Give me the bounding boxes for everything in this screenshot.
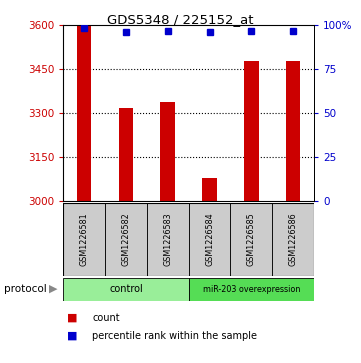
Text: ■: ■ [67,331,77,341]
Text: count: count [92,313,120,323]
Text: GSM1226583: GSM1226583 [163,213,172,266]
Bar [202,178,217,201]
Bar [147,203,188,276]
Text: ■: ■ [67,313,77,323]
Text: GSM1226584: GSM1226584 [205,213,214,266]
Bar [118,107,133,201]
Bar [63,203,105,276]
Text: GSM1226582: GSM1226582 [121,213,130,266]
Bar [188,278,314,301]
Text: GSM1226586: GSM1226586 [289,213,298,266]
Text: percentile rank within the sample: percentile rank within the sample [92,331,257,341]
Text: protocol: protocol [4,284,46,294]
Bar [105,203,147,276]
Bar [230,203,272,276]
Bar [63,278,188,301]
Text: control: control [109,284,143,294]
Text: ▶: ▶ [49,284,58,294]
Text: GDS5348 / 225152_at: GDS5348 / 225152_at [107,13,254,26]
Bar [244,61,259,201]
Bar [286,61,300,201]
Text: GSM1226585: GSM1226585 [247,213,256,266]
Bar [160,102,175,201]
Bar [188,203,230,276]
Text: miR-203 overexpression: miR-203 overexpression [203,285,300,294]
Bar [272,203,314,276]
Text: GSM1226581: GSM1226581 [79,213,88,266]
Bar [77,26,91,201]
